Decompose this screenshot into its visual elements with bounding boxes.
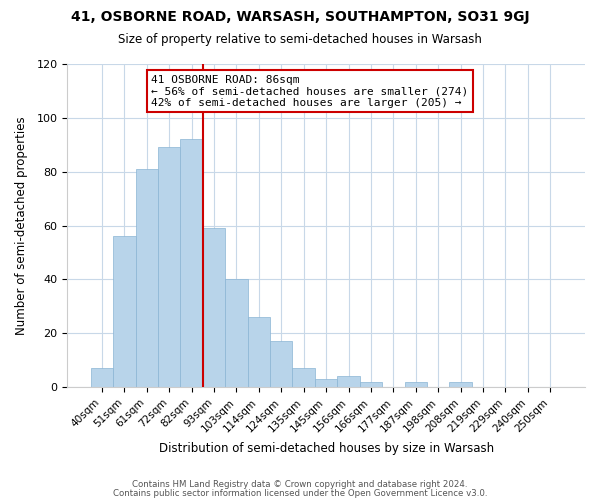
Text: Contains public sector information licensed under the Open Government Licence v3: Contains public sector information licen…: [113, 488, 487, 498]
Bar: [337, 376, 360, 387]
Text: 41, OSBORNE ROAD, WARSASH, SOUTHAMPTON, SO31 9GJ: 41, OSBORNE ROAD, WARSASH, SOUTHAMPTON, …: [71, 10, 529, 24]
Y-axis label: Number of semi-detached properties: Number of semi-detached properties: [15, 116, 28, 335]
Bar: [248, 317, 270, 387]
Text: Size of property relative to semi-detached houses in Warsash: Size of property relative to semi-detach…: [118, 32, 482, 46]
Bar: [91, 368, 113, 387]
Text: Contains HM Land Registry data © Crown copyright and database right 2024.: Contains HM Land Registry data © Crown c…: [132, 480, 468, 489]
X-axis label: Distribution of semi-detached houses by size in Warsash: Distribution of semi-detached houses by …: [158, 442, 494, 455]
Bar: [315, 379, 337, 387]
Text: 41 OSBORNE ROAD: 86sqm
← 56% of semi-detached houses are smaller (274)
42% of se: 41 OSBORNE ROAD: 86sqm ← 56% of semi-det…: [151, 75, 469, 108]
Bar: [360, 382, 382, 387]
Bar: [292, 368, 315, 387]
Bar: [270, 342, 292, 387]
Bar: [203, 228, 225, 387]
Bar: [404, 382, 427, 387]
Bar: [136, 169, 158, 387]
Bar: [225, 280, 248, 387]
Bar: [113, 236, 136, 387]
Bar: [449, 382, 472, 387]
Bar: [158, 148, 181, 387]
Bar: [181, 140, 203, 387]
